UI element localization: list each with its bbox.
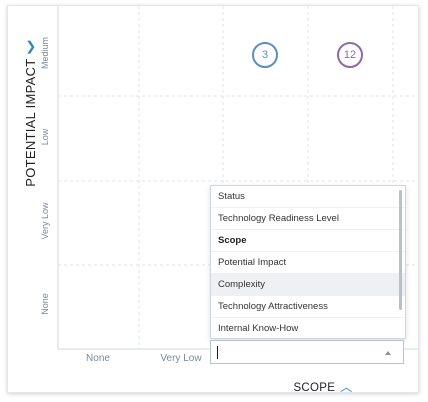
option-internal-know-how[interactable]: Internal Know-How (211, 318, 405, 338)
axis-search-input[interactable] (210, 340, 404, 364)
x-tick-very-low: Very Low (160, 353, 202, 364)
option-technology-attractiveness[interactable]: Technology Attractiveness (211, 296, 405, 318)
y-axis-title-text: POTENTIAL IMPACT (23, 58, 38, 187)
triangle-up-icon[interactable] (385, 351, 391, 355)
axis-options-dropdown[interactable]: Status Technology Readiness Level Scope … (210, 185, 406, 339)
text-caret (217, 346, 218, 359)
chevron-up-icon[interactable]: ︿ (340, 380, 353, 394)
option-scope[interactable]: Scope (211, 230, 405, 252)
y-tick-low: Low (40, 128, 50, 146)
chevron-down-icon[interactable]: ❯ (25, 38, 37, 54)
dropdown-scrollbar[interactable] (399, 190, 402, 310)
cluster-bubble[interactable]: 3 (252, 42, 278, 68)
y-tick-very-low: Very Low (40, 202, 50, 240)
option-status[interactable]: Status (211, 186, 405, 208)
y-tick-medium: Medium (40, 37, 50, 70)
y-tick-none: None (40, 293, 50, 315)
option-technology-readiness-level[interactable]: Technology Readiness Level (211, 208, 405, 230)
x-tick-none: None (86, 353, 110, 364)
cluster-bubble[interactable]: 12 (337, 42, 363, 68)
x-axis-title[interactable]: SCOPE ︿ (278, 378, 368, 395)
option-complexity[interactable]: Complexity (211, 274, 405, 296)
option-potential-impact[interactable]: Potential Impact (211, 252, 405, 274)
x-axis-title-text: SCOPE (293, 382, 336, 394)
